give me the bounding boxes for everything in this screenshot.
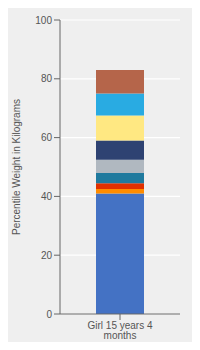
svg-text:40: 40 xyxy=(41,191,53,202)
svg-text:0: 0 xyxy=(46,309,52,320)
svg-text:Girl 15 years 4months: Girl 15 years 4months xyxy=(87,320,152,341)
svg-text:20: 20 xyxy=(41,250,53,261)
svg-text:100: 100 xyxy=(35,15,52,26)
svg-text:80: 80 xyxy=(41,73,53,84)
svg-text:60: 60 xyxy=(41,132,53,143)
svg-text:Percentile Weight in Kilograms: Percentile Weight in Kilograms xyxy=(11,99,22,235)
